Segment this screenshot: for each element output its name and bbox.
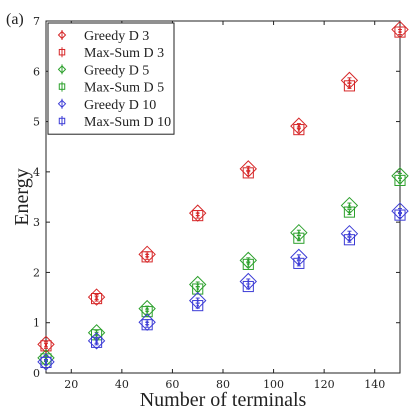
legend-item-max-sum-d-3: Max-Sum D 3 xyxy=(58,46,164,61)
x-tick-label: 100 xyxy=(263,378,284,391)
legend-label: Greedy D 10 xyxy=(84,98,156,113)
y-tick-label: 2 xyxy=(33,266,40,279)
legend-label: Max-Sum D 5 xyxy=(84,81,164,96)
panel-label: (a) xyxy=(6,11,24,28)
data-point xyxy=(192,300,204,312)
point-center xyxy=(297,262,301,265)
data-point xyxy=(141,306,153,318)
data-point xyxy=(394,26,406,38)
point-center xyxy=(95,333,98,336)
data-point xyxy=(141,251,153,263)
legend-marker xyxy=(58,117,66,125)
series-max-sum-d-3 xyxy=(40,26,406,352)
x-tick-label: 40 xyxy=(115,378,129,391)
data-point xyxy=(91,293,103,305)
data-point xyxy=(40,340,52,352)
x-tick-label: 80 xyxy=(216,378,230,391)
data-markers xyxy=(37,20,409,371)
legend-marker xyxy=(57,99,67,109)
point-center xyxy=(145,310,149,313)
legend-item-greedy-d-10: Greedy D 10 xyxy=(57,98,156,113)
legend: Greedy D 3 Max-Sum D 3 Greedy D 5 Max-Sum D… xyxy=(47,22,175,135)
point-center xyxy=(247,171,250,175)
point-center xyxy=(297,128,301,131)
legend-item-max-sum-d-5: Max-Sum D 5 xyxy=(58,81,164,96)
data-point xyxy=(239,251,257,270)
point-center xyxy=(348,210,351,214)
legend-marker xyxy=(58,83,66,90)
y-tick-label: 5 xyxy=(33,116,40,129)
x-tick-label: 60 xyxy=(165,378,179,391)
x-tick-label: 120 xyxy=(314,378,335,391)
point-center xyxy=(196,304,199,307)
data-point xyxy=(192,210,204,222)
data-point xyxy=(242,280,254,293)
point-center xyxy=(44,361,48,364)
legend-marker xyxy=(58,48,66,56)
data-point xyxy=(343,234,355,246)
data-point xyxy=(293,257,305,269)
legend-item-max-sum-d-10: Max-Sum D 10 xyxy=(58,115,171,130)
point-center xyxy=(247,285,250,288)
y-axis-title: Energy xyxy=(11,168,33,225)
data-point xyxy=(394,174,406,186)
data-point xyxy=(239,160,257,178)
data-point xyxy=(290,117,308,135)
legend-label: Greedy D 3 xyxy=(84,29,149,44)
data-point xyxy=(391,202,409,220)
legend-label: Max-Sum D 10 xyxy=(84,115,171,130)
point-center xyxy=(247,263,250,266)
legend-item-greedy-d-5: Greedy D 5 xyxy=(57,63,149,78)
legend-item-greedy-d-3: Greedy D 3 xyxy=(57,29,149,44)
y-tick-label: 3 xyxy=(33,216,40,229)
y-tick-label: 6 xyxy=(33,65,40,78)
data-point xyxy=(391,167,409,185)
data-point xyxy=(343,206,355,218)
axis-ticks: 20 40 60 80 100 120 140 0 1 2 3 4 5 6 7 xyxy=(33,15,400,391)
point-center xyxy=(145,255,149,259)
x-tick-label: 140 xyxy=(364,378,385,391)
point-center xyxy=(44,344,48,348)
data-point xyxy=(394,209,406,221)
y-tick-label: 7 xyxy=(33,15,40,28)
point-center xyxy=(95,341,98,344)
point-center xyxy=(297,237,301,240)
data-point xyxy=(242,167,254,179)
legend-box xyxy=(47,22,175,135)
point-center xyxy=(95,297,98,300)
data-point xyxy=(242,258,254,270)
legend-marker xyxy=(57,65,67,74)
point-center xyxy=(145,323,149,326)
legend-label: Max-Sum D 3 xyxy=(84,46,164,61)
x-tick-label: 20 xyxy=(64,378,78,391)
data-point xyxy=(293,124,305,136)
legend-marker xyxy=(57,30,67,40)
point-center xyxy=(196,214,199,217)
data-point xyxy=(293,232,305,244)
legend-label: Greedy D 5 xyxy=(84,63,149,78)
point-center xyxy=(398,179,402,182)
point-center xyxy=(196,287,199,291)
data-point xyxy=(91,336,103,348)
point-center xyxy=(348,84,351,88)
data-point xyxy=(192,283,204,295)
data-point xyxy=(343,80,355,92)
series-max-sum-d-10 xyxy=(40,209,406,369)
y-tick-label: 1 xyxy=(33,317,40,330)
point-center xyxy=(398,30,402,34)
data-point xyxy=(141,319,153,331)
point-center xyxy=(398,213,402,217)
y-tick-label: 0 xyxy=(33,367,40,380)
x-axis-title: Number of terminals xyxy=(140,389,307,411)
point-center xyxy=(348,238,351,241)
y-tick-label: 4 xyxy=(33,166,40,179)
point-center xyxy=(348,204,351,207)
data-point xyxy=(40,356,52,369)
series-greedy-d-10 xyxy=(37,202,409,371)
